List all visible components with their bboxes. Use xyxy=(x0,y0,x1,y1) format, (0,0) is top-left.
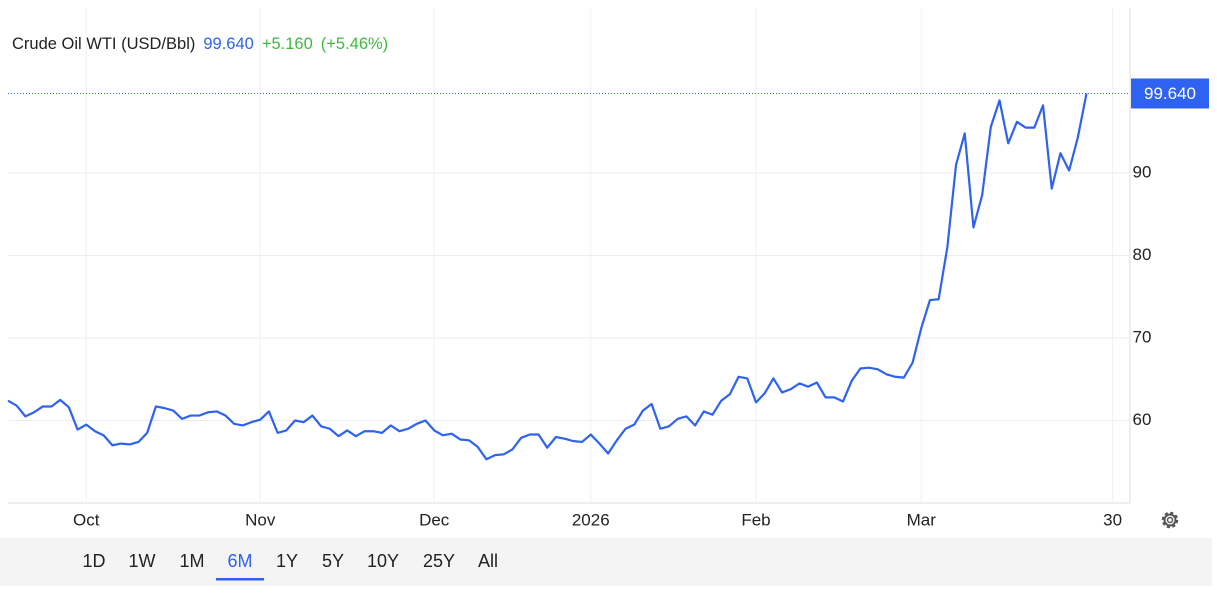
price-line xyxy=(7,93,1088,461)
x-tick-label: Oct xyxy=(73,510,100,529)
x-tick-label: Mar xyxy=(907,510,937,529)
range-button[interactable]: 1M xyxy=(179,551,204,571)
price: 99.640 xyxy=(203,35,253,53)
y-tick-label: 80 xyxy=(1133,245,1152,264)
x-tick-label: Feb xyxy=(741,510,770,529)
last-price-label: 99.640 xyxy=(1144,84,1196,103)
range-button[interactable]: 25Y xyxy=(423,551,455,571)
y-tick-label: 60 xyxy=(1133,410,1152,429)
range-button[interactable]: 1D xyxy=(82,551,105,571)
x-tick-label: Nov xyxy=(245,510,276,529)
range-underline xyxy=(216,578,264,581)
range-button[interactable]: All xyxy=(478,551,498,571)
y-tick-label: 70 xyxy=(1133,327,1152,346)
range-button[interactable]: 6M xyxy=(227,551,252,571)
title: Crude Oil WTI (USD/Bbl) xyxy=(12,35,195,53)
range-bar xyxy=(0,538,1212,586)
range-button[interactable]: 10Y xyxy=(367,551,399,571)
x-tick-label: Dec xyxy=(419,510,450,529)
range-button[interactable]: 1Y xyxy=(276,551,298,571)
header: Crude Oil WTI (USD/Bbl) 99.640 +5.160 (+5.4… xyxy=(12,35,388,53)
last-price-tag xyxy=(1131,78,1209,109)
range-button[interactable]: 1W xyxy=(129,551,156,571)
settings-icon[interactable] xyxy=(1161,511,1179,529)
change-percent: (+5.46%) xyxy=(321,35,388,53)
change: +5.160 xyxy=(262,35,313,53)
header-text: Crude Oil WTI (USD/Bbl) 99.640 +5.160 (+5.4… xyxy=(12,35,388,53)
x-tick-label: 2026 xyxy=(572,510,610,529)
y-tick-label: 90 xyxy=(1133,162,1152,181)
x-tick-label: 30 xyxy=(1103,510,1122,529)
range-button[interactable]: 5Y xyxy=(322,551,344,571)
